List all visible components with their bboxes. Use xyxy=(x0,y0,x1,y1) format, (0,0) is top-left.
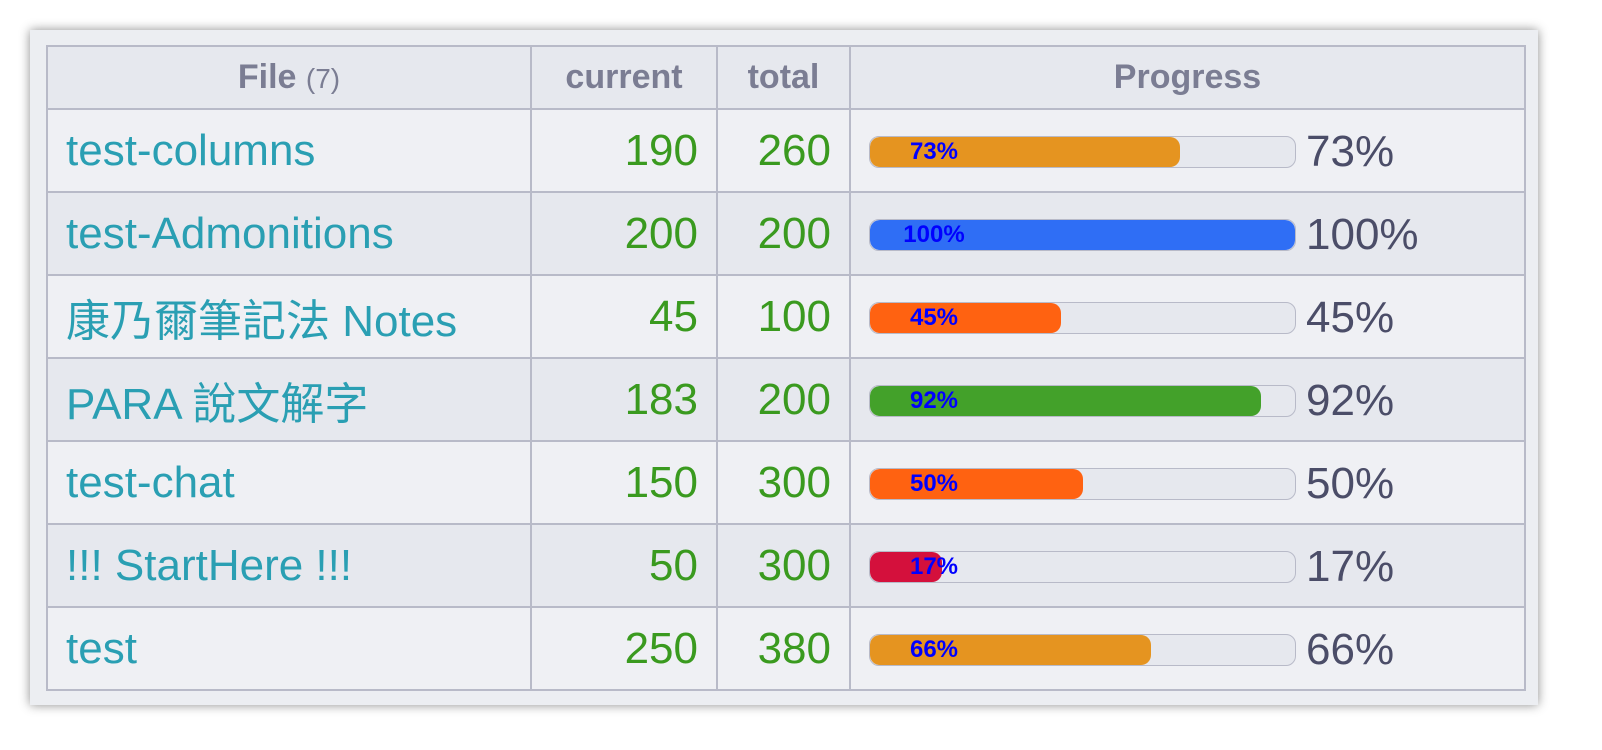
row: test 250 380 66% 66% xyxy=(46,606,1526,691)
total-cell: 200 xyxy=(716,191,851,276)
progress-bar-label: 17% xyxy=(909,552,959,580)
progress-cell: 100% 100% xyxy=(849,191,1526,276)
current-cell: 50 xyxy=(530,523,718,608)
current-cell: 45 xyxy=(530,274,718,359)
total-cell: 300 xyxy=(716,440,851,525)
header-row: File (7) current total Progress xyxy=(46,45,1526,110)
file-link[interactable]: test-chat xyxy=(46,440,532,525)
progress-bar: 17% xyxy=(869,550,1296,583)
progress-cell: 50% 50% xyxy=(849,440,1526,525)
progress-text: 100% xyxy=(1306,209,1419,259)
progress-bar: 50% xyxy=(869,467,1296,500)
total-cell: 200 xyxy=(716,357,851,442)
file-link[interactable]: 康乃爾筆記法 Notes xyxy=(46,274,532,359)
row: 康乃爾筆記法 Notes 45 100 45% 45% xyxy=(46,274,1526,359)
progress-text: 17% xyxy=(1306,541,1395,591)
progress-fill xyxy=(870,385,1261,416)
progress-cell: 45% 45% xyxy=(849,274,1526,359)
progress-bar-label: 73% xyxy=(909,137,959,165)
progress-bar-label: 92% xyxy=(909,386,959,414)
progress-cell: 73% 73% xyxy=(849,108,1526,193)
progress-fill xyxy=(870,634,1151,665)
current-cell: 183 xyxy=(530,357,718,442)
progress-fill xyxy=(870,136,1181,167)
progress-cell: 66% 66% xyxy=(849,606,1526,691)
total-cell: 260 xyxy=(716,108,851,193)
total-cell: 300 xyxy=(716,523,851,608)
progress-fill xyxy=(870,219,1295,250)
total-cell: 100 xyxy=(716,274,851,359)
header-current[interactable]: current xyxy=(530,45,718,110)
file-link[interactable]: test-columns xyxy=(46,108,532,193)
row: test-columns 190 260 73% 73% xyxy=(46,108,1526,193)
progress-text: 92% xyxy=(1306,375,1395,425)
progress-fill xyxy=(870,468,1083,499)
progress-cell: 17% 17% xyxy=(849,523,1526,608)
file-link[interactable]: test xyxy=(46,606,532,691)
progress-bar: 92% xyxy=(869,384,1296,417)
progress-bar-label: 45% xyxy=(909,303,959,331)
progress-bar: 100% xyxy=(869,218,1296,251)
table-body: test-columns 190 260 73% 73% test-Admonitions… xyxy=(46,108,1526,691)
progress-fill xyxy=(870,302,1062,333)
current-cell: 150 xyxy=(530,440,718,525)
row: !!! StartHere !!! 50 300 17% 17% xyxy=(46,523,1526,608)
progress-bar: 66% xyxy=(869,633,1296,666)
header-progress[interactable]: Progress xyxy=(849,45,1526,110)
current-cell: 250 xyxy=(530,606,718,691)
current-cell: 200 xyxy=(530,191,718,276)
progress-bar: 73% xyxy=(869,135,1296,168)
progress-bar-label: 100% xyxy=(903,220,965,248)
row: PARA 說文解字 183 200 92% 92% xyxy=(46,357,1526,442)
file-link[interactable]: !!! StartHere !!! xyxy=(46,523,532,608)
progress-fill xyxy=(870,551,943,582)
header-file[interactable]: File (7) xyxy=(46,45,532,110)
row: test-chat 150 300 50% 50% xyxy=(46,440,1526,525)
progress-text: 66% xyxy=(1306,624,1395,674)
progress-bar-label: 66% xyxy=(909,635,959,663)
current-cell: 190 xyxy=(530,108,718,193)
header-total[interactable]: total xyxy=(716,45,851,110)
file-link[interactable]: test-Admonitions xyxy=(46,191,532,276)
progress-text: 73% xyxy=(1306,126,1395,176)
row: test-Admonitions 200 200 100% 100% xyxy=(46,191,1526,276)
header-count: (7) xyxy=(305,63,341,94)
progress-text: 45% xyxy=(1306,292,1395,342)
progress-bar-label: 50% xyxy=(909,469,959,497)
header-text: File xyxy=(237,58,297,96)
progress-cell: 92% 92% xyxy=(849,357,1526,442)
total-cell: 380 xyxy=(716,606,851,691)
progress-bar: 45% xyxy=(869,301,1296,334)
table: File (7) current total Progress test-col… xyxy=(46,45,1526,691)
file-link[interactable]: PARA 說文解字 xyxy=(46,357,532,442)
table-frame: File (7) current total Progress test-col… xyxy=(30,30,1538,705)
progress-text: 50% xyxy=(1306,458,1395,508)
